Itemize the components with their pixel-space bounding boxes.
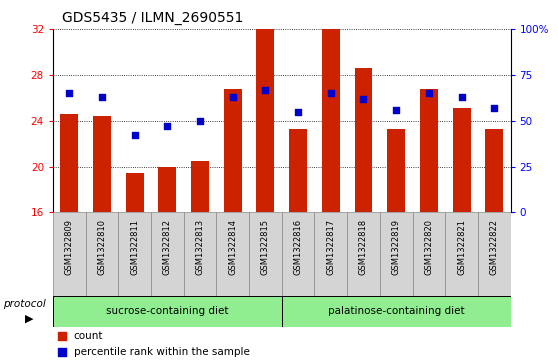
Text: GSM1322819: GSM1322819 (392, 219, 401, 275)
Bar (53, 296, 282, 327)
Bar (453, 108, 470, 212)
Text: GSM1322816: GSM1322816 (294, 219, 302, 276)
Bar (118, 212, 151, 299)
Bar (478, 212, 511, 299)
Point (228, 94, 237, 100)
Text: GSM1322818: GSM1322818 (359, 219, 368, 276)
Text: sucrose-containing diet: sucrose-containing diet (106, 306, 229, 316)
Bar (151, 212, 184, 299)
Point (98, 94, 107, 100)
Point (57, 349, 66, 355)
Text: GSM1322813: GSM1322813 (196, 219, 205, 276)
Bar (224, 89, 242, 212)
Text: GDS5435 / ILMN_2690551: GDS5435 / ILMN_2690551 (62, 11, 243, 25)
Bar (257, 29, 275, 212)
Bar (158, 167, 176, 212)
Bar (53, 212, 86, 299)
Text: percentile rank within the sample: percentile rank within the sample (74, 347, 249, 357)
Point (490, 105, 499, 111)
Bar (485, 129, 503, 212)
Text: GSM1322810: GSM1322810 (98, 219, 107, 275)
Bar (347, 212, 380, 299)
Bar (420, 89, 438, 212)
Bar (380, 212, 412, 299)
Point (326, 90, 335, 96)
Bar (282, 212, 315, 299)
Point (130, 132, 139, 138)
Bar (282, 296, 511, 327)
Bar (322, 29, 340, 212)
Text: GSM1322811: GSM1322811 (130, 219, 139, 275)
Text: GSM1322821: GSM1322821 (457, 219, 466, 275)
Bar (354, 68, 373, 212)
Text: GSM1322820: GSM1322820 (425, 219, 434, 275)
Text: count: count (74, 331, 103, 341)
Bar (387, 129, 405, 212)
Text: GSM1322822: GSM1322822 (490, 219, 499, 275)
Bar (445, 212, 478, 299)
Text: ▶: ▶ (25, 314, 33, 324)
Point (163, 123, 172, 129)
Bar (249, 212, 282, 299)
Point (359, 96, 368, 102)
Bar (86, 212, 118, 299)
Text: GSM1322817: GSM1322817 (326, 219, 335, 276)
Point (392, 107, 401, 113)
Bar (60, 114, 78, 212)
Point (196, 118, 205, 123)
Point (425, 90, 434, 96)
Point (261, 87, 270, 93)
Bar (315, 212, 347, 299)
Text: GSM1322812: GSM1322812 (163, 219, 172, 275)
Bar (289, 129, 307, 212)
Bar (184, 212, 217, 299)
Text: GSM1322809: GSM1322809 (65, 219, 74, 275)
Text: GSM1322814: GSM1322814 (228, 219, 237, 275)
Bar (217, 212, 249, 299)
Bar (412, 212, 445, 299)
Bar (126, 174, 144, 212)
Point (457, 94, 466, 100)
Text: palatinose-containing diet: palatinose-containing diet (328, 306, 464, 316)
Text: protocol: protocol (3, 299, 45, 310)
Point (294, 109, 302, 114)
Point (65, 90, 74, 96)
Text: GSM1322815: GSM1322815 (261, 219, 270, 275)
Bar (191, 161, 209, 212)
Point (57, 333, 66, 339)
Bar (93, 116, 111, 212)
